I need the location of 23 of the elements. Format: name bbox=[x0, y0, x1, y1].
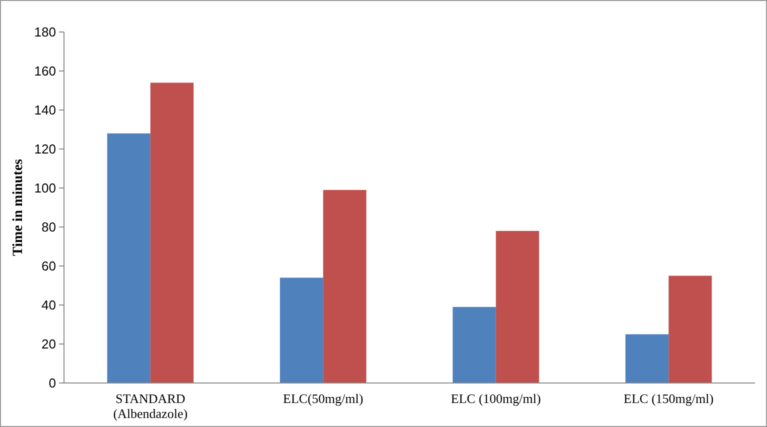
y-axis-title: Time in minutes bbox=[11, 158, 26, 256]
x-tick-label: ELC(50mg/ml) bbox=[283, 391, 364, 406]
y-tick-label: 0 bbox=[48, 376, 56, 391]
y-tick-label: 180 bbox=[34, 24, 56, 40]
bar bbox=[625, 334, 669, 383]
y-tick-label: 60 bbox=[42, 258, 56, 274]
x-tick-label: ELC (100mg/ml) bbox=[450, 391, 541, 406]
y-tick-label: 160 bbox=[34, 64, 56, 79]
bar bbox=[280, 278, 324, 383]
x-tick-label: ELC (150mg/ml) bbox=[624, 391, 714, 406]
bar bbox=[323, 190, 366, 383]
bar bbox=[107, 133, 150, 383]
bar bbox=[452, 306, 496, 383]
y-tick-label: 40 bbox=[42, 298, 56, 313]
bar bbox=[668, 276, 712, 383]
x-tick-label: STANDARD (Albendazole) bbox=[113, 391, 188, 421]
bar bbox=[150, 82, 194, 383]
y-tick-label: 140 bbox=[34, 102, 56, 118]
bar bbox=[496, 230, 540, 383]
y-tick-label: 120 bbox=[34, 142, 56, 157]
y-tick-label: 80 bbox=[42, 220, 56, 235]
y-tick-label: 100 bbox=[34, 180, 56, 196]
y-tick-label: 20 bbox=[42, 336, 56, 352]
